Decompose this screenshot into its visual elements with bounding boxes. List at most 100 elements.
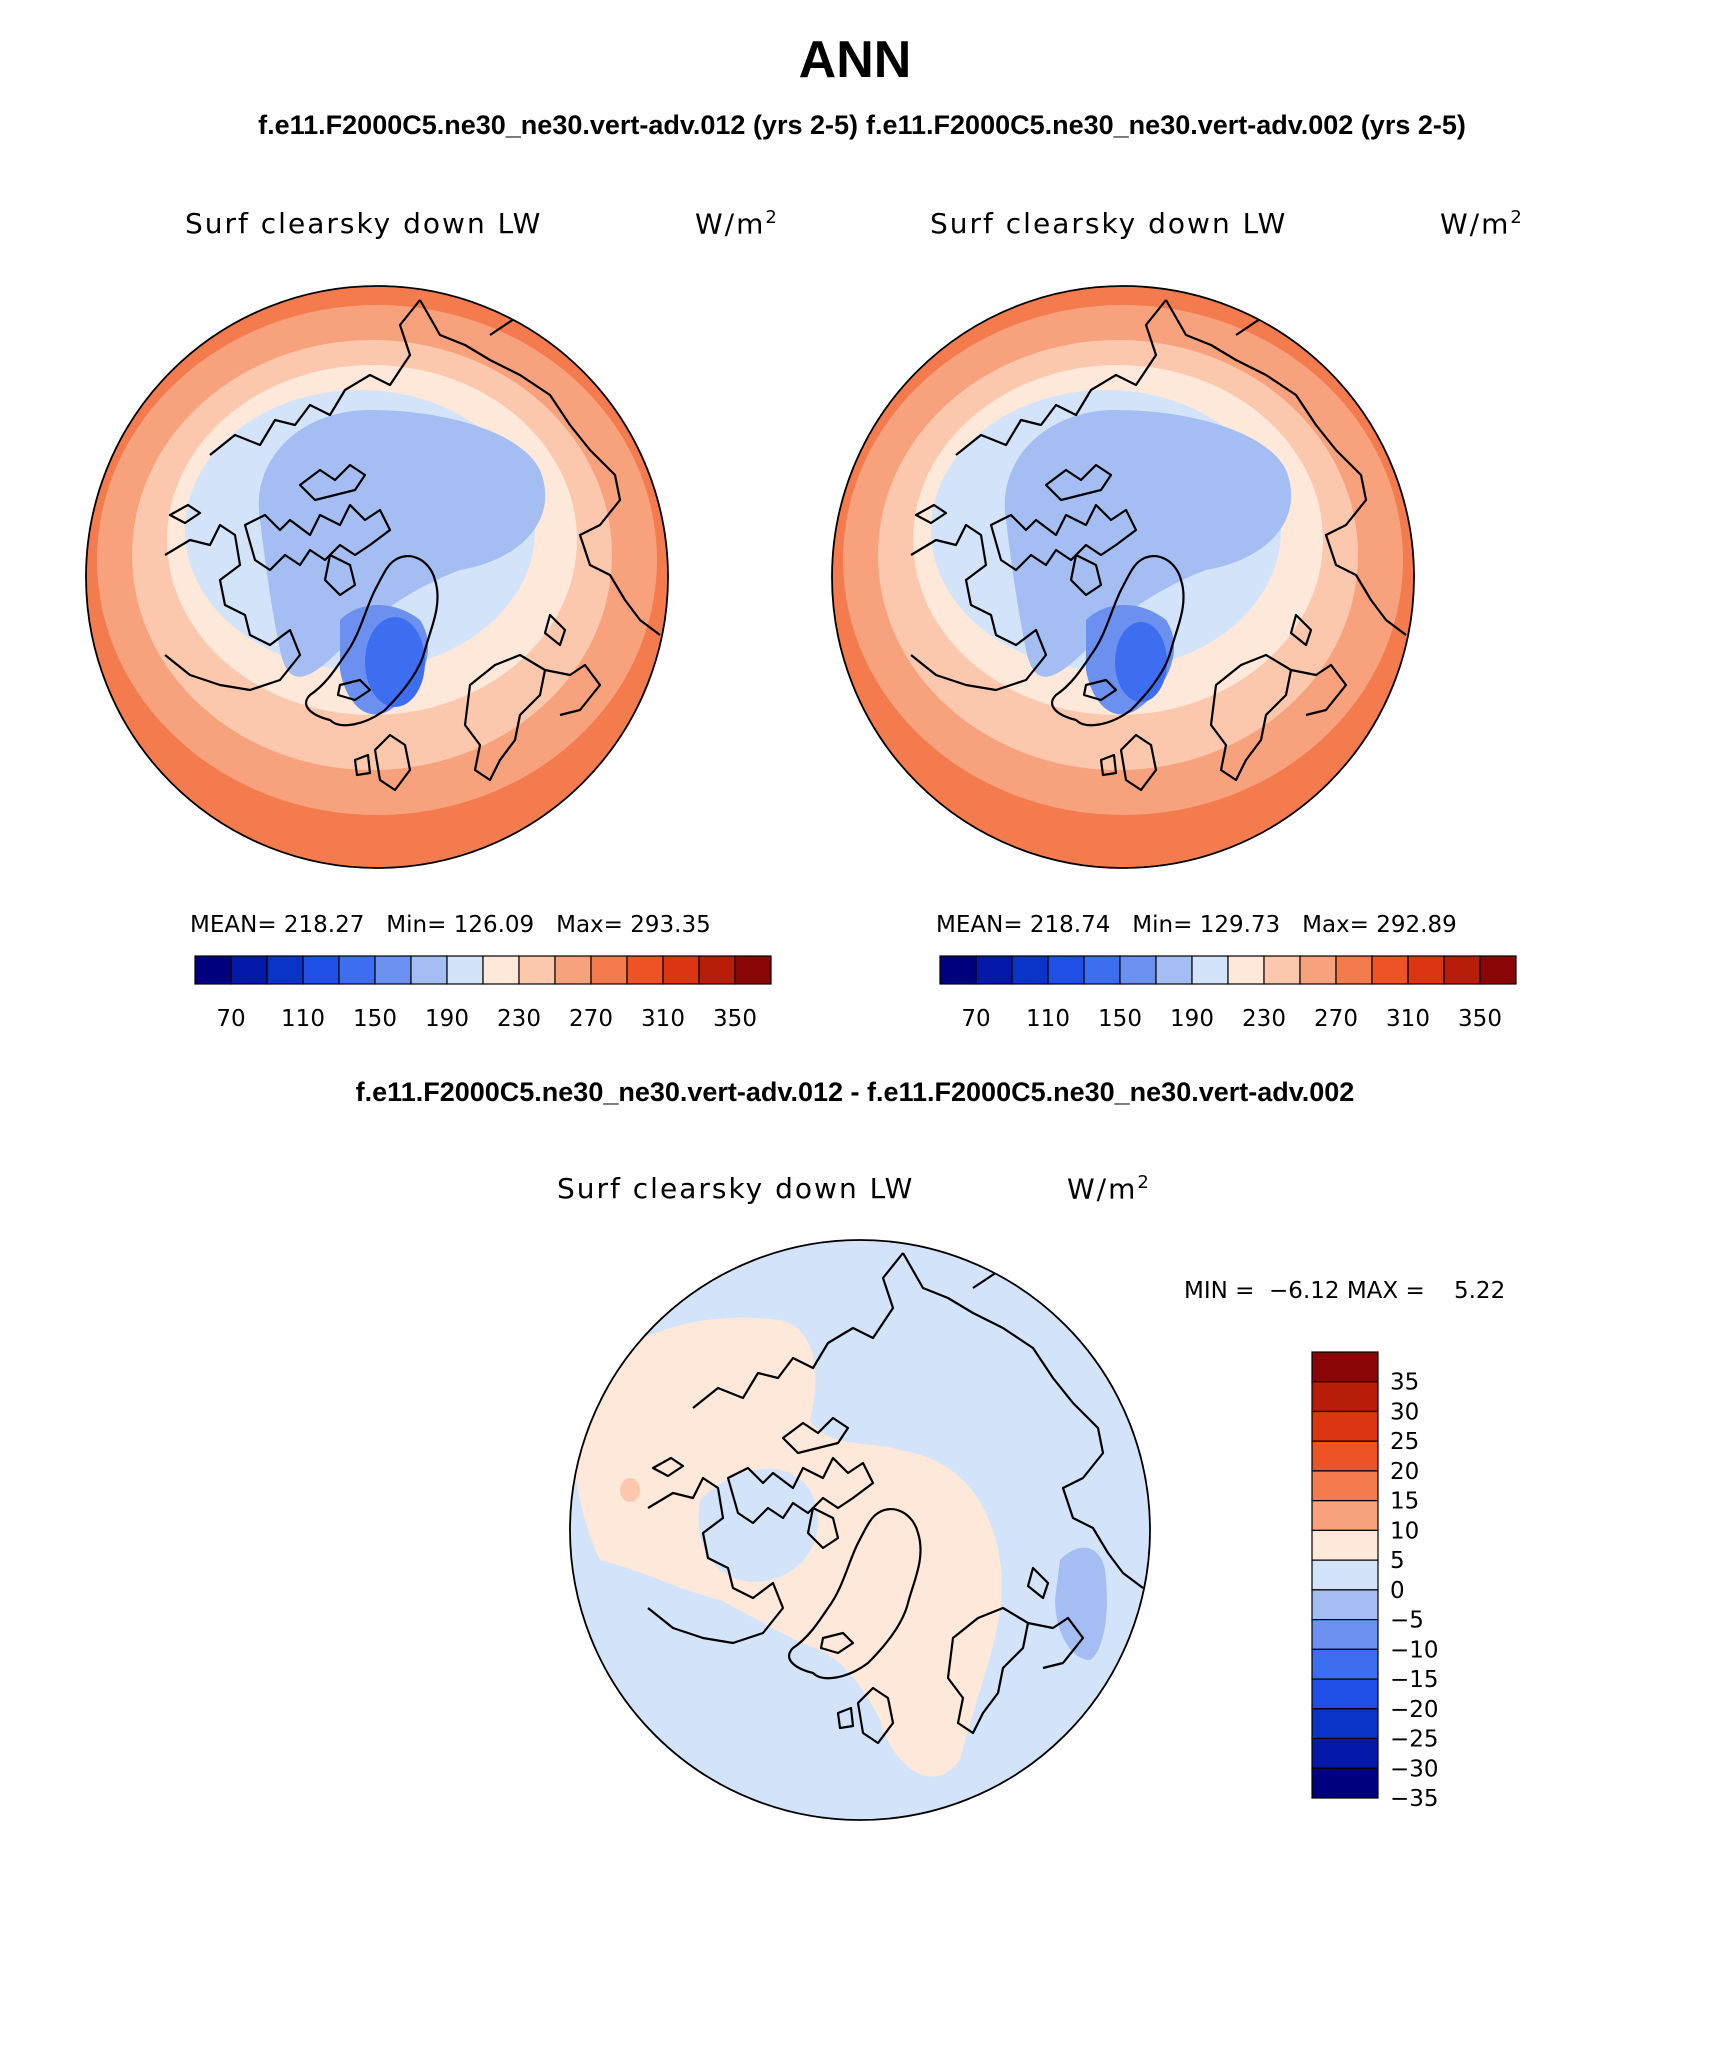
colorbar-right-tick-label: 310 — [1386, 1006, 1430, 1032]
colorbar-left-swatch — [410, 955, 448, 985]
colorbar-right-swatch — [1191, 955, 1229, 985]
colorbar-right-tick-label: 350 — [1458, 1006, 1502, 1032]
colorbar-right-swatch — [1407, 955, 1445, 985]
case-title-left: f.e11.F2000C5.ne30_ne30.vert-adv.012 (yr… — [258, 110, 858, 140]
colorbar-right-swatch — [939, 955, 977, 985]
colorbar-diff-tick-label: 20 — [1390, 1459, 1419, 1485]
colorbar-left-tick-label: 270 — [569, 1006, 613, 1032]
colorbar-left-swatch — [482, 955, 520, 985]
colorbar-diff-swatch — [1311, 1440, 1379, 1472]
colorbar-diff: 35 30 25 20 15 10 5 0 −5 −10 −15 −20 −25 −30 −35 — [1311, 1351, 1439, 1812]
colorbar-diff-tick-label: 0 — [1390, 1578, 1405, 1604]
colorbar-left-swatch — [230, 955, 268, 985]
colorbar-left-swatch — [446, 955, 484, 985]
colorbar-diff-tick-label: −35 — [1390, 1786, 1439, 1812]
colorbar-diff-swatch — [1311, 1529, 1379, 1561]
colorbar-diff-tick-label: −25 — [1390, 1727, 1439, 1753]
colorbar-left-swatch — [302, 955, 340, 985]
colorbar-right-swatch — [1443, 955, 1481, 985]
colorbar-left-swatch — [194, 955, 232, 985]
panel-right-variable: Surf clearsky down LW — [930, 207, 1288, 240]
colorbar-diff-tick-label: −20 — [1390, 1697, 1439, 1723]
panel-diff-units: W/m2 — [1067, 1172, 1151, 1205]
map-diff-field — [570, 1240, 1150, 1820]
colorbar-right-tick-label: 270 — [1314, 1006, 1358, 1032]
colorbar-right-tick-label: 230 — [1242, 1006, 1286, 1032]
colorbar-right-swatch — [1011, 955, 1049, 985]
panel-diff-stats: MIN = −6.12 MAX = 5.22 — [1184, 1278, 1506, 1304]
colorbar-diff-swatch — [1311, 1708, 1379, 1740]
colorbar-diff-swatch — [1311, 1381, 1379, 1413]
colorbar-right-tick-label: 70 — [961, 1006, 990, 1032]
colorbar-right-swatch — [1155, 955, 1193, 985]
colorbar-diff-swatch — [1311, 1589, 1379, 1621]
colorbar-right: 70 110 150 190 230 270 310 350 — [939, 955, 1517, 1032]
colorbar-right-swatch — [1227, 955, 1265, 985]
map-right — [831, 285, 1415, 869]
field-diff-neg-patch — [698, 1468, 818, 1582]
colorbar-diff-tick-label: 5 — [1390, 1548, 1405, 1574]
colorbar-right-tick-label: 150 — [1098, 1006, 1142, 1032]
panel-left-units: W/m2 — [695, 207, 779, 240]
colorbar-right-swatch — [1371, 955, 1409, 985]
panel-left-variable: Surf clearsky down LW — [185, 207, 543, 240]
colorbar-diff-tick-label: 30 — [1390, 1399, 1419, 1425]
field-band-130 — [1115, 622, 1167, 702]
colorbar-left-tick-label: 110 — [281, 1006, 325, 1032]
colorbar-diff-swatch — [1311, 1618, 1379, 1650]
colorbar-diff-tick-label: −10 — [1390, 1637, 1439, 1663]
units-base: W/m — [1067, 1172, 1138, 1206]
colorbar-diff-tick-label: −5 — [1390, 1608, 1424, 1634]
colorbar-left-swatch — [698, 955, 736, 985]
colorbar-left-tick-label: 310 — [641, 1006, 685, 1032]
units-sup: 2 — [765, 207, 779, 228]
colorbar-left-swatch — [626, 955, 664, 985]
panel-diff-variable: Surf clearsky down LW — [557, 1172, 915, 1205]
panel-left-stats: MEAN= 218.27 Min= 126.09 Max= 293.35 — [190, 912, 711, 938]
panel-right-units: W/m2 — [1440, 207, 1524, 240]
colorbar-right-tick-label: 190 — [1170, 1006, 1214, 1032]
colorbar-left-swatch — [518, 955, 556, 985]
colorbar-diff-tick-label: 10 — [1390, 1518, 1419, 1544]
colorbar-left-swatch — [734, 955, 772, 985]
colorbar-right-swatch — [1083, 955, 1121, 985]
colorbar-left-tick-label: 70 — [216, 1006, 245, 1032]
units-sup: 2 — [1510, 207, 1524, 228]
colorbar-diff-swatch — [1311, 1737, 1379, 1769]
colorbar-right-swatch — [1299, 955, 1337, 985]
colorbar-left-tick-label: 150 — [353, 1006, 397, 1032]
colorbar-diff-swatch — [1311, 1767, 1379, 1799]
colorbar-left-swatch — [338, 955, 376, 985]
colorbar-diff-swatch — [1311, 1648, 1379, 1680]
units-base: W/m — [695, 207, 766, 241]
colorbar-left-swatch — [662, 955, 700, 985]
map-right-field — [832, 286, 1414, 868]
panel-right-stats: MEAN= 218.74 Min= 129.73 Max= 292.89 — [936, 912, 1457, 938]
colorbar-diff-swatch — [1311, 1500, 1379, 1531]
colorbar-diff-swatch — [1311, 1559, 1379, 1591]
colorbar-left-swatch — [554, 955, 592, 985]
colorbar-diff-swatch — [1311, 1410, 1379, 1442]
colorbar-left-tick-label: 190 — [425, 1006, 469, 1032]
colorbar-right-swatch — [1479, 955, 1517, 985]
field-diff-pos2-patch — [620, 1478, 640, 1502]
colorbar-right-swatch — [1119, 955, 1157, 985]
colorbar-diff-tick-label: −15 — [1390, 1667, 1439, 1693]
colorbar-left-swatch — [374, 955, 412, 985]
units-base: W/m — [1440, 207, 1511, 241]
colorbar-right-swatch — [1263, 955, 1301, 985]
diff-title: f.e11.F2000C5.ne30_ne30.vert-adv.012 - f… — [355, 1077, 1355, 1107]
map-left — [85, 285, 669, 869]
field-band-130 — [365, 617, 425, 707]
colorbar-right-swatch — [975, 955, 1013, 985]
colorbar-left-swatch — [590, 955, 628, 985]
colorbar-right-tick-label: 110 — [1026, 1006, 1070, 1032]
colorbar-diff-tick-label: 15 — [1390, 1489, 1419, 1515]
page-title: ANN — [798, 31, 912, 89]
colorbar-diff-tick-label: 35 — [1390, 1370, 1419, 1396]
colorbar-diff-swatch — [1311, 1678, 1379, 1710]
map-left-field — [86, 286, 668, 868]
colorbar-right-swatch — [1335, 955, 1373, 985]
colorbar-left-swatch — [266, 955, 304, 985]
